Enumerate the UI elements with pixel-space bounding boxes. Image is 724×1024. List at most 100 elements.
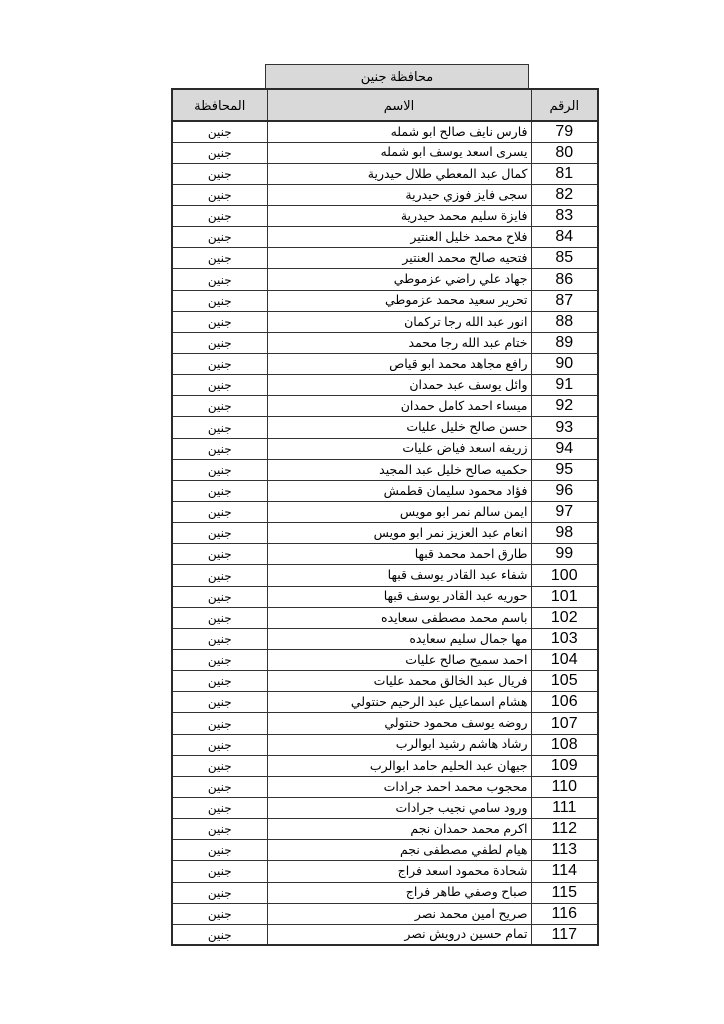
row-name-cell: محجوب محمد احمد جرادات <box>266 775 532 799</box>
row-governorate-cell: جنين <box>171 205 268 228</box>
row-governorate-cell: جنين <box>171 162 268 185</box>
row-name-cell: يسرى اسعد يوسف ابو شمله <box>266 141 532 164</box>
row-governorate-cell: جنين <box>171 691 268 714</box>
table-row: 87 تحرير سعيد محمد عزموطي جنين <box>171 289 599 312</box>
table-row: 101 حوريه عبد القادر يوسف قبها جنين <box>171 585 599 608</box>
table-row: 113 هيام لطفي مصطفى نجم جنين <box>171 839 599 862</box>
row-name-cell: حكميه صالح خليل عبد المجيد <box>266 458 532 481</box>
row-name-cell: حوريه عبد القادر يوسف قبها <box>266 585 532 608</box>
row-number-cell: 112 <box>530 818 599 841</box>
row-governorate-cell: جنين <box>171 712 268 735</box>
table-row: 110 محجوب محمد احمد جرادات جنين <box>171 775 599 799</box>
row-number-cell: 93 <box>530 416 599 439</box>
row-name-cell: فتحيه صالح محمد العنتير <box>266 247 532 270</box>
row-governorate-cell: جنين <box>171 522 268 545</box>
table-row: 94 زريفه اسعد فياض عليات جنين <box>171 437 599 460</box>
row-number-cell: 90 <box>530 353 599 376</box>
table-row: 112 اكرم محمد حمدان نجم جنين <box>171 818 599 841</box>
row-governorate-cell: جنين <box>171 818 268 841</box>
row-number-cell: 105 <box>530 670 599 693</box>
table-row: 86 جهاد علي راضي عزموطي جنين <box>171 268 599 291</box>
row-name-cell: صباح وصفي طاهر فراج <box>266 881 532 904</box>
row-governorate-cell: جنين <box>171 733 268 756</box>
row-number-cell: 94 <box>530 437 599 460</box>
table-row: 89 ختام عبد الله رجا محمد جنين <box>171 331 599 355</box>
table-row: 102 باسم محمد مصطفى سعايده جنين <box>171 606 599 629</box>
row-governorate-cell: جنين <box>171 141 268 164</box>
row-name-cell: تحرير سعيد محمد عزموطي <box>266 289 532 312</box>
row-name-cell: شفاء عبد القادر يوسف قبها <box>266 564 532 587</box>
row-governorate-cell: جنين <box>171 796 268 820</box>
row-number-cell: 113 <box>530 839 599 862</box>
row-name-cell: فؤاد محمود سليمان قطمش <box>266 479 532 503</box>
table-row: 107 روضه يوسف محمود حنتولي جنين <box>171 712 599 735</box>
row-name-cell: فلاح محمد خليل العنتير <box>266 226 532 249</box>
row-name-cell: احمد سميح صالح عليات <box>266 649 532 672</box>
row-number-cell: 92 <box>530 395 599 418</box>
row-governorate-cell: جنين <box>171 289 268 312</box>
table-row: 117 تمام حسين درويش نصر جنين <box>171 923 599 946</box>
table-row: 85 فتحيه صالح محمد العنتير جنين <box>171 247 599 270</box>
row-governorate-cell: جنين <box>171 416 268 439</box>
row-governorate-cell: جنين <box>171 437 268 460</box>
table-row: 80 يسرى اسعد يوسف ابو شمله جنين <box>171 141 599 164</box>
row-name-cell: صريح امين محمد نصر <box>266 902 532 925</box>
row-number-cell: 80 <box>530 141 599 164</box>
table-row: 106 هشام اسماعيل عبد الرحيم حنتولي جنين <box>171 691 599 714</box>
row-name-cell: باسم محمد مصطفى سعايده <box>266 606 532 629</box>
row-name-cell: جهاد علي راضي عزموطي <box>266 268 532 291</box>
row-governorate-cell: جنين <box>171 331 268 355</box>
row-number-cell: 104 <box>530 649 599 672</box>
row-name-cell: انعام عبد العزيز نمر ابو مويس <box>266 522 532 545</box>
table-row: 100 شفاء عبد القادر يوسف قبها جنين <box>171 564 599 587</box>
row-number-cell: 110 <box>530 775 599 799</box>
row-number-cell: 79 <box>530 120 599 143</box>
table-row: 82 سجى فايز فوزي حيدرية جنين <box>171 183 599 207</box>
table-row: 84 فلاح محمد خليل العنتير جنين <box>171 226 599 249</box>
row-name-cell: ورود سامي نجيب جرادات <box>266 796 532 820</box>
row-governorate-cell: جنين <box>171 881 268 904</box>
row-governorate-cell: جنين <box>171 902 268 925</box>
row-number-cell: 106 <box>530 691 599 714</box>
row-number-cell: 102 <box>530 606 599 629</box>
row-number-cell: 108 <box>530 733 599 756</box>
row-number-cell: 98 <box>530 522 599 545</box>
column-header-number: الرقم <box>530 88 599 122</box>
row-name-cell: ايمن سالم نمر ابو مويس <box>266 501 532 524</box>
row-governorate-cell: جنين <box>171 670 268 693</box>
row-number-cell: 96 <box>530 479 599 503</box>
row-governorate-cell: جنين <box>171 627 268 651</box>
row-name-cell: ميساء احمد كامل حمدان <box>266 395 532 418</box>
column-header-governorate: المحافظة <box>171 88 268 122</box>
row-number-cell: 95 <box>530 458 599 481</box>
row-number-cell: 84 <box>530 226 599 249</box>
row-governorate-cell: جنين <box>171 585 268 608</box>
column-header-name: الاسم <box>266 88 532 122</box>
table-row: 116 صريح امين محمد نصر جنين <box>171 902 599 925</box>
row-governorate-cell: جنين <box>171 247 268 270</box>
row-name-cell: روضه يوسف محمود حنتولي <box>266 712 532 735</box>
row-governorate-cell: جنين <box>171 479 268 503</box>
row-name-cell: فايزة سليم محمد حيدرية <box>266 205 532 228</box>
row-governorate-cell: جنين <box>171 564 268 587</box>
row-name-cell: فارس نايف صالح ابو شمله <box>266 120 532 143</box>
table-row: 95 حكميه صالح خليل عبد المجيد جنين <box>171 458 599 481</box>
row-number-cell: 85 <box>530 247 599 270</box>
row-governorate-cell: جنين <box>171 649 268 672</box>
row-name-cell: اكرم محمد حمدان نجم <box>266 818 532 841</box>
row-number-cell: 109 <box>530 754 599 777</box>
table-row: 88 انور عبد الله رجا تركمان جنين <box>171 310 599 333</box>
row-governorate-cell: جنين <box>171 395 268 418</box>
row-governorate-cell: جنين <box>171 374 268 397</box>
row-number-cell: 107 <box>530 712 599 735</box>
table-row: 103 مها جمال سليم سعايده جنين <box>171 627 599 651</box>
row-name-cell: هيام لطفي مصطفى نجم <box>266 839 532 862</box>
row-name-cell: رشاد هاشم رشيد ابوالرب <box>266 733 532 756</box>
row-number-cell: 83 <box>530 205 599 228</box>
table-row: 92 ميساء احمد كامل حمدان جنين <box>171 395 599 418</box>
table-row: 104 احمد سميح صالح عليات جنين <box>171 649 599 672</box>
table-row: 81 كمال عبد المعطي طلال حيدرية جنين <box>171 162 599 185</box>
row-number-cell: 99 <box>530 543 599 566</box>
table-row: 111 ورود سامي نجيب جرادات جنين <box>171 796 599 820</box>
